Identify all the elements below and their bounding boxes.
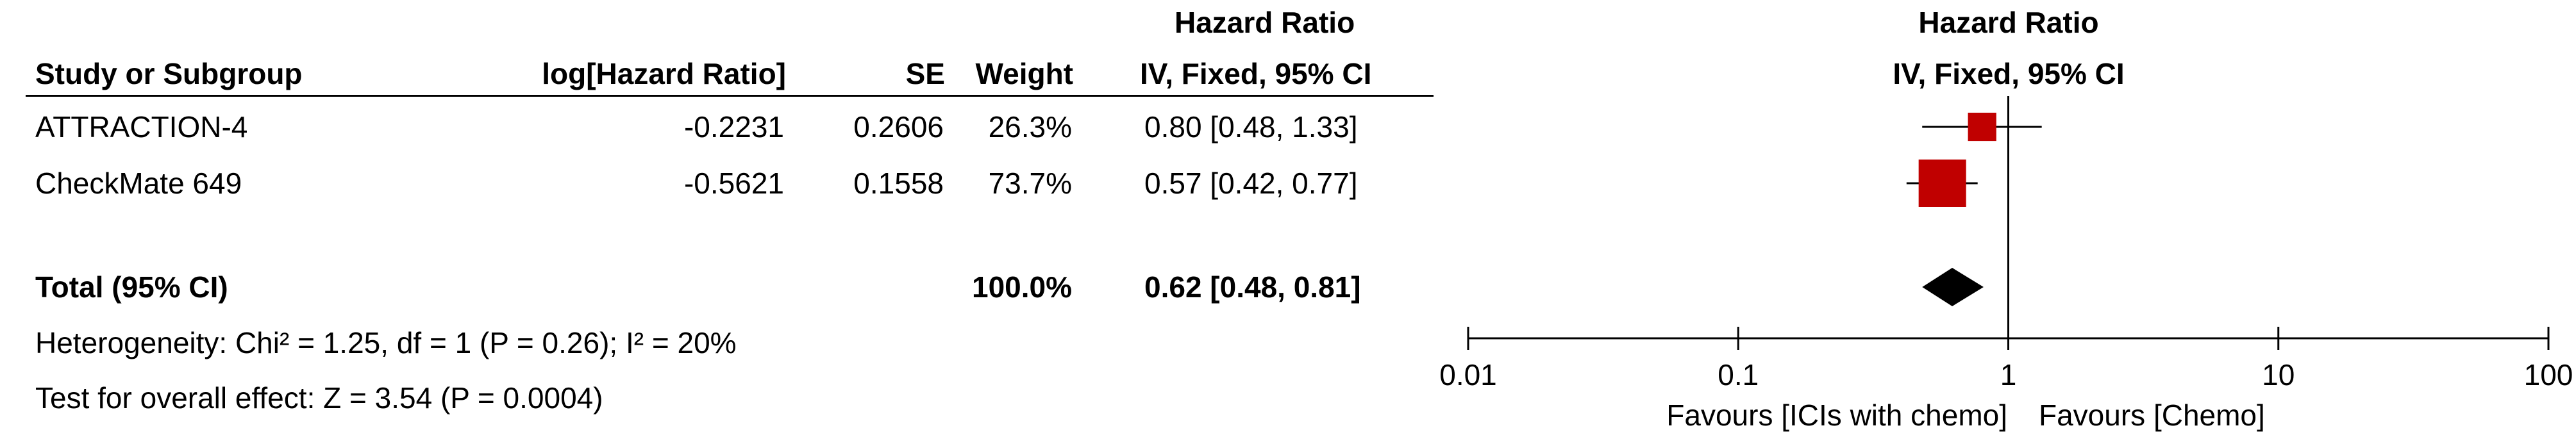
x-tick-label: 100 [2524,358,2573,391]
plot-subtitle: IV, Fixed, 95% CI [1893,57,2125,90]
col-header-study: Study or Subgroup [35,57,303,90]
x-tick-label: 0.01 [1439,358,1497,391]
x-tick-label: 10 [2262,358,2295,391]
overall-effect-text: Test for overall effect: Z = 3.54 (P = 0… [35,381,603,415]
row-study-attraction-4: ATTRACTION-4 [35,110,248,144]
row-se: 0.1558 [853,167,944,200]
row-ci: 0.57 [0.42, 0.77] [1144,167,1358,200]
total-ci: 0.62 [0.48, 0.81] [1144,270,1361,304]
x-tick-label: 0.1 [1718,358,1759,391]
row-study-checkmate-649: CheckMate 649 [35,167,242,200]
study-marker [1918,160,1966,207]
col-header-ci: IV, Fixed, 95% CI [1140,57,1372,90]
total-weight: 100.0% [971,270,1072,304]
row-log-hr: -0.5621 [683,167,784,200]
x-tick-label: 1 [2000,358,2017,391]
study-marker [1968,112,1996,142]
row-weight: 73.7% [988,167,1072,200]
col-header-weight: Weight [975,57,1073,90]
row-ci: 0.80 [0.48, 1.33] [1144,110,1358,144]
favours-left-label: Favours [ICIs with chemo] [1666,399,2007,432]
plot-title: Hazard Ratio [1918,6,2099,39]
total-diamond [1922,268,1984,306]
col-header-log-hr: log[Hazard Ratio] [542,57,786,90]
row-weight: 26.3% [988,110,1072,144]
row-se: 0.2606 [853,110,944,144]
favours-right-label: Favours [Chemo] [2039,399,2265,432]
header-divider [26,95,1434,97]
hazard-ratio-header: Hazard Ratio [1175,6,1355,39]
heterogeneity-text: Heterogeneity: Chi² = 1.25, df = 1 (P = … [35,326,737,359]
total-label: Total (95% CI) [35,270,228,304]
row-log-hr: -0.2231 [683,110,784,144]
col-header-se: SE [905,57,945,90]
